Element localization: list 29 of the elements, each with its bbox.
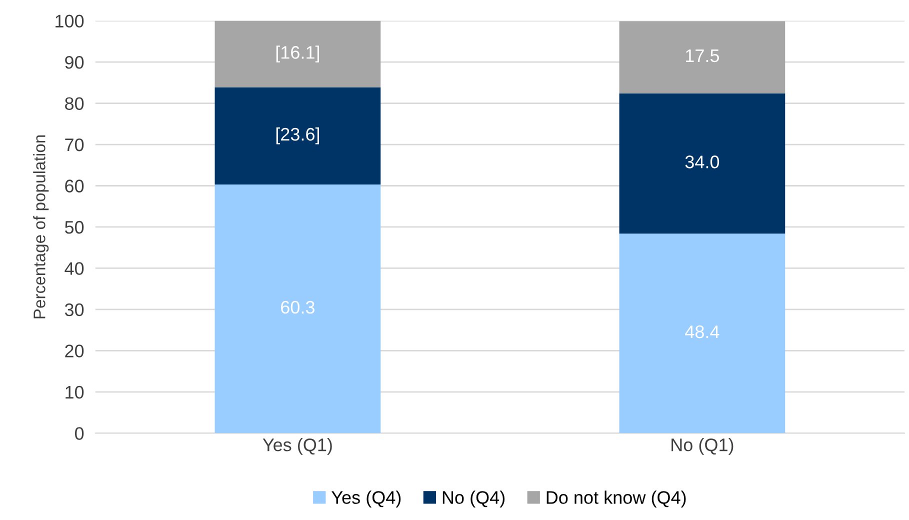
y-tick-label: 80	[65, 97, 84, 110]
y-tick-label: 70	[65, 138, 84, 152]
bar	[619, 234, 786, 434]
y-tick-label: 60	[65, 180, 84, 192]
y-tick-label: 0	[75, 427, 84, 440]
data-label: 17.5	[686, 50, 720, 62]
legend-label: No (Q4)	[442, 490, 505, 508]
bar	[619, 93, 786, 234]
y-tick-label: 100	[56, 14, 84, 28]
x-tick-label: Yes (Q1)	[262, 438, 332, 455]
bar	[214, 184, 381, 434]
legend-label: Yes (Q4)	[332, 490, 401, 508]
y-tick-label: 30	[64, 303, 84, 316]
y-tick-label: 20	[65, 344, 84, 358]
y-tick-label: 10	[66, 386, 84, 399]
data-label: [16.1]	[276, 46, 319, 62]
data-label: [23.6]	[276, 127, 319, 144]
legend-label: Do not know (Q4)	[546, 490, 686, 508]
bar	[619, 21, 786, 94]
bar	[214, 87, 381, 185]
y-tick-label: 90	[65, 56, 84, 69]
data-label: 60.3	[281, 300, 314, 314]
x-tick-label: No (Q1)	[672, 438, 734, 455]
y-axis-title: Percentage of population	[33, 135, 49, 318]
data-label: 34.0	[685, 156, 720, 168]
y-tick-label: 50	[64, 220, 84, 234]
y-tick-label: 40	[64, 262, 84, 275]
bar	[214, 20, 381, 88]
data-label: 48.4	[685, 325, 720, 338]
